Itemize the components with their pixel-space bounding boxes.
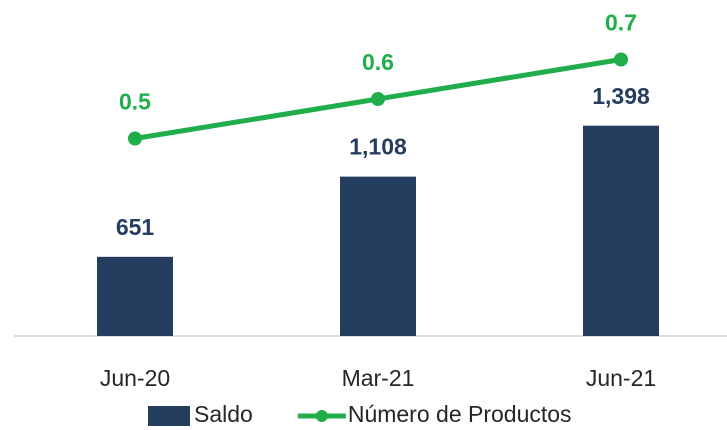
data-label: 0.7 — [605, 10, 637, 36]
bar — [97, 256, 173, 336]
bar — [340, 176, 416, 336]
legend-swatch — [315, 410, 328, 422]
legend-label: Número de Productos — [348, 401, 572, 427]
bar — [583, 125, 659, 336]
x-tick-label: Jun-20 — [100, 365, 170, 391]
line-point — [128, 131, 142, 146]
data-label: 0.6 — [362, 49, 394, 75]
legend-swatch — [148, 406, 190, 426]
line-point — [614, 52, 628, 67]
data-label: 1,108 — [349, 134, 407, 160]
x-tick-label: Jun-21 — [586, 365, 656, 391]
legend-label: Saldo — [194, 401, 253, 427]
data-label: 651 — [116, 214, 155, 240]
line-point — [371, 92, 385, 106]
data-label: 1,398 — [592, 83, 650, 109]
x-tick-label: Mar-21 — [342, 365, 415, 391]
data-label: 0.5 — [119, 89, 151, 115]
